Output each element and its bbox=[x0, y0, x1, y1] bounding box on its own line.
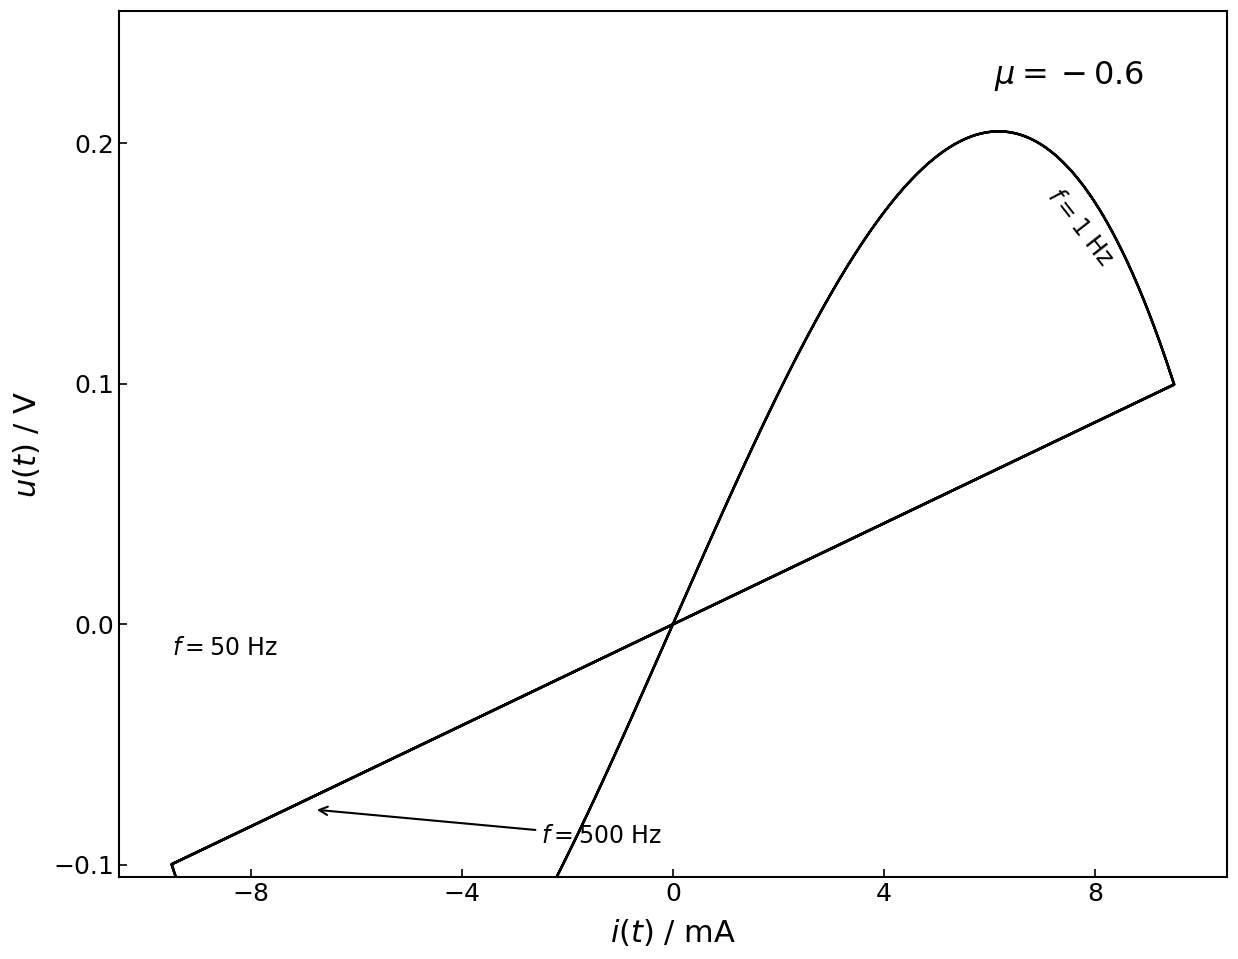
Text: $f = 1$ Hz: $f = 1$ Hz bbox=[1042, 184, 1117, 270]
Y-axis label: $u(t)$ / V: $u(t)$ / V bbox=[11, 390, 42, 498]
Text: $f = 500$ Hz: $f = 500$ Hz bbox=[319, 807, 662, 848]
X-axis label: $i(t)$ / mA: $i(t)$ / mA bbox=[610, 917, 735, 947]
Text: $f = 50$ Hz: $f = 50$ Hz bbox=[172, 637, 277, 661]
Text: $\mu = -0.6$: $\mu = -0.6$ bbox=[994, 58, 1144, 93]
